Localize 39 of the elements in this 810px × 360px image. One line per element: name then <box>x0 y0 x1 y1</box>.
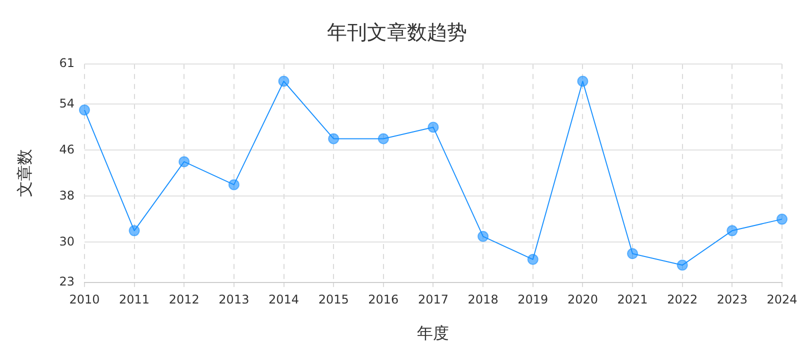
x-axis-title: 年度 <box>417 324 450 343</box>
point <box>726 225 738 236</box>
y-tick-label: 61 <box>59 56 74 70</box>
x-tick-label: 2018 <box>468 292 498 307</box>
y-tick-label: 54 <box>59 96 74 110</box>
x-tick-label: 2019 <box>518 292 548 307</box>
point <box>478 230 489 242</box>
x-tick-label: 2024 <box>766 292 798 307</box>
point <box>428 122 439 133</box>
point <box>278 76 290 87</box>
x-tick-label: 2013 <box>218 292 250 307</box>
x-tick-label: 2017 <box>418 292 449 307</box>
y-tick-label: 23 <box>59 274 74 289</box>
x-tick-label: 2021 <box>617 292 648 307</box>
x-tick-label: 2015 <box>318 292 349 307</box>
x-tick-label: 2014 <box>268 292 300 307</box>
point <box>228 179 240 190</box>
point <box>328 133 340 144</box>
x-tick-label: 2016 <box>368 292 399 307</box>
x-tick-label: 2012 <box>168 292 200 307</box>
point <box>527 254 538 265</box>
x-tick-label: 2011 <box>119 292 150 307</box>
x-tick-label: 2010 <box>69 292 100 307</box>
y-tick-label: 46 <box>59 142 74 156</box>
x-tick-label: 2022 <box>667 292 698 307</box>
point <box>627 248 638 260</box>
point <box>676 260 688 271</box>
y-tick-label: 30 <box>59 234 74 248</box>
chart-title: 年刊文章数趋势 <box>327 20 467 44</box>
point <box>128 225 140 236</box>
point <box>178 156 190 168</box>
x-tick-label: 2023 <box>716 292 748 307</box>
point <box>577 76 588 87</box>
x-tick-label: 2020 <box>567 292 598 307</box>
y-tick-label: 38 <box>59 188 74 202</box>
y-axis-title: 文章数 <box>14 149 34 198</box>
point <box>378 133 389 144</box>
point <box>776 214 788 225</box>
point <box>78 104 90 116</box>
